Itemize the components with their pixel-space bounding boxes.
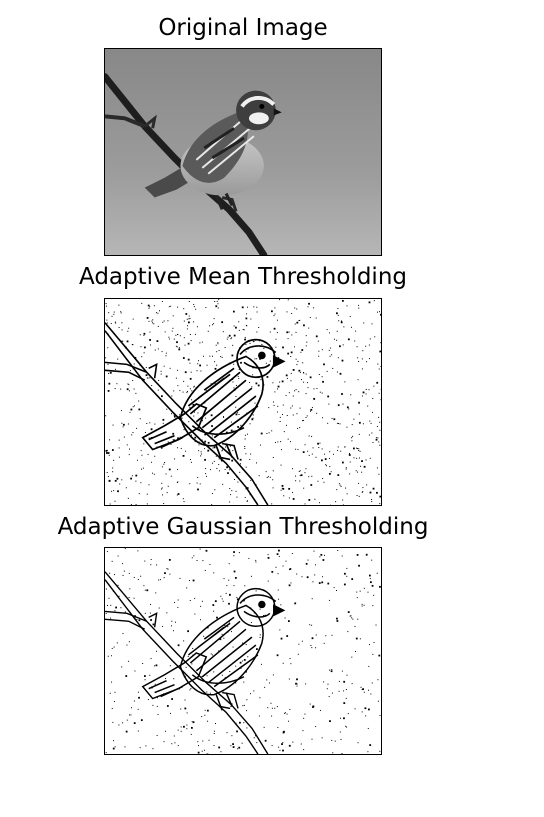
mean-threshold-image [105,299,381,505]
sparrow [144,90,282,211]
panel-title-mean: Adaptive Mean Thresholding [79,264,407,290]
sparrow-edges [141,587,286,711]
original-image [105,49,381,255]
gaussian-threshold-panel [104,547,382,755]
panel-title-gaussian: Adaptive Gaussian Thresholding [57,514,429,540]
branch-edges [105,571,269,754]
gaussian-threshold-image [105,548,381,754]
original-image-panel [104,48,382,256]
mean-threshold-panel [104,298,382,506]
panel-title-original: Original Image [158,15,328,41]
threshold-noise [105,299,381,505]
sparrow-edges [141,338,286,462]
